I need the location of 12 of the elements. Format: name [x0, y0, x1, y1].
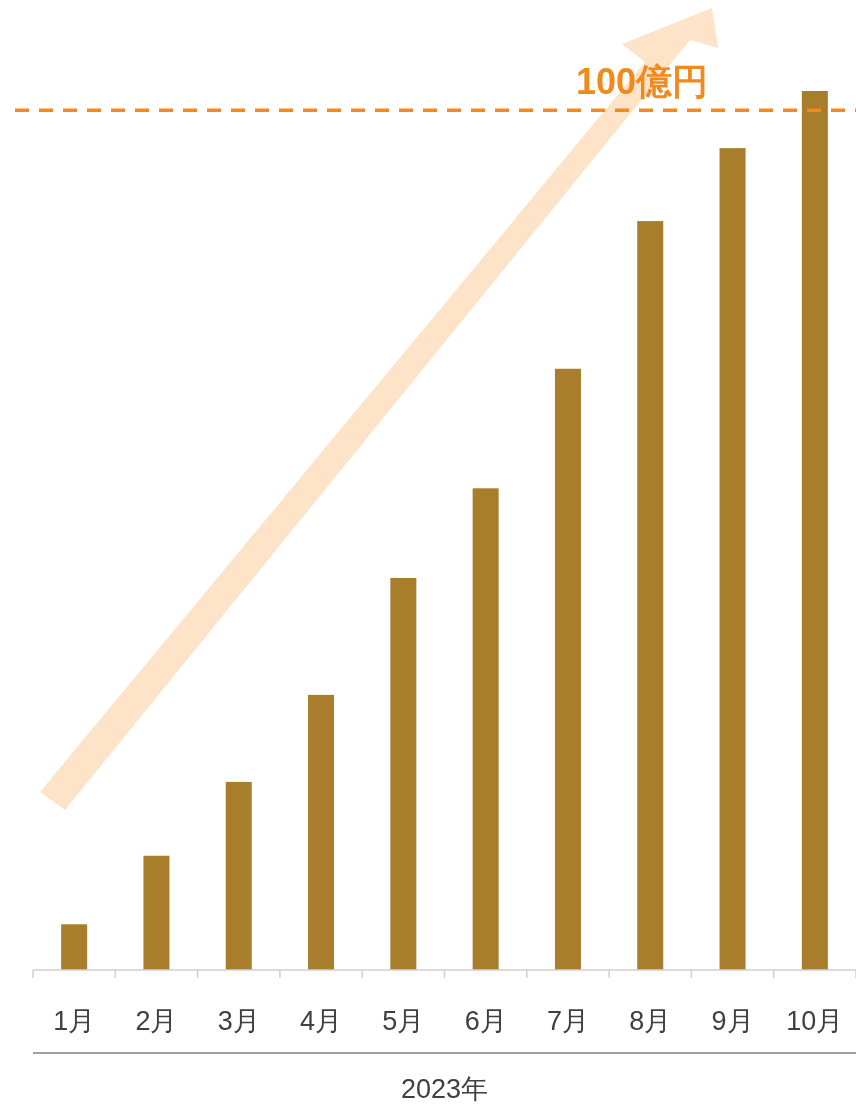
x-tick-label: 8月	[629, 1006, 672, 1036]
x-tick-label: 9月	[711, 1006, 754, 1036]
x-tick-label: 1月	[53, 1006, 96, 1036]
x-tick-label: 3月	[217, 1006, 260, 1036]
x-axis-title: 2023年	[400, 1074, 489, 1104]
x-tick-label: 4月	[300, 1006, 343, 1036]
x-tick-label: 5月	[382, 1006, 425, 1036]
x-tick-label: 2月	[135, 1006, 178, 1036]
x-tick-label: 10月	[786, 1006, 844, 1036]
x-tick-label: 6月	[464, 1006, 507, 1036]
x-tick-label: 7月	[546, 1006, 589, 1036]
ref-line-label: 100億円	[575, 61, 709, 103]
